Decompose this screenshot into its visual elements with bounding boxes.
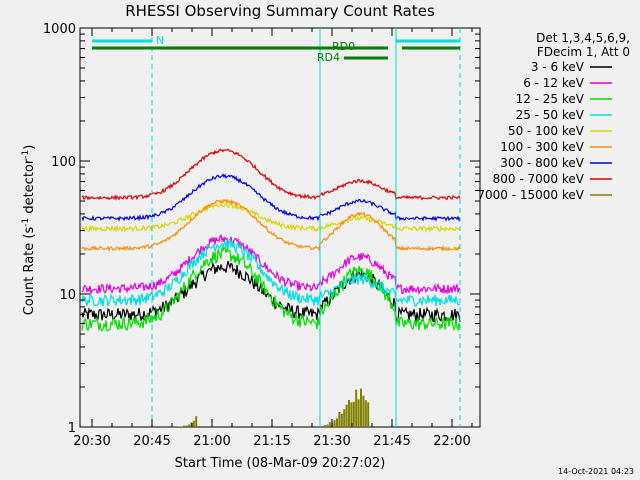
y-axis-label: Count Rate (s-1 detector-1): [21, 145, 37, 316]
high-energy-bar: [348, 399, 350, 427]
chart-title: RHESSI Observing Summary Count Rates: [125, 2, 435, 20]
generation-timestamp: 14-Oct-2021 04:23: [558, 467, 634, 476]
high-energy-bar: [362, 395, 365, 427]
y-axis-label-sup1: -1: [21, 218, 31, 227]
flag-label: N: [156, 34, 164, 47]
legend-label: 100 - 300 keV: [500, 140, 584, 154]
x-tick-label: 21:15: [253, 434, 290, 449]
high-energy-bar: [188, 424, 190, 427]
high-energy-bar: [180, 426, 183, 427]
legend-label: 800 - 7000 keV: [493, 172, 585, 186]
legend-label: 50 - 100 keV: [508, 124, 585, 138]
series-line-5: [81, 198, 461, 252]
y-axis-label-mid: detector: [22, 158, 37, 218]
high-energy-bar: [324, 425, 326, 427]
x-tick-label: 21:00: [193, 434, 230, 449]
series-line-3: [81, 237, 461, 307]
flag-label: RD4: [317, 51, 340, 64]
high-energy-bar: [195, 416, 198, 427]
high-energy-bar: [340, 413, 343, 427]
y-axis-label-end: ): [22, 145, 37, 150]
series-line-4: [81, 200, 461, 233]
y-axis-label-main: Count Rate (s: [22, 227, 37, 316]
high-energy-bar: [333, 420, 336, 427]
y-tick-label: 1000: [43, 22, 76, 37]
high-energy-bar: [367, 402, 370, 427]
legend-label: 12 - 25 keV: [516, 92, 585, 106]
flag-label: RD0: [332, 40, 355, 53]
series-line-2: [81, 246, 461, 332]
legend-label: 3 - 6 keV: [531, 60, 585, 74]
series-line-7: [81, 148, 461, 202]
high-energy-bar: [336, 418, 338, 427]
detector-info-line-2: FDecim 1, Att 0: [537, 45, 630, 59]
legend-label: 7000 - 15000 keV: [477, 188, 584, 202]
x-tick-label: 20:30: [73, 434, 110, 449]
x-tick-label: 21:45: [373, 434, 410, 449]
high-energy-bar: [192, 420, 195, 427]
legend-label: 25 - 50 keV: [516, 108, 585, 122]
x-tick-label: 22:00: [433, 434, 470, 449]
high-energy-bar: [350, 402, 353, 427]
high-energy-bar: [185, 425, 188, 427]
high-energy-bar: [183, 425, 186, 427]
high-energy-bar: [328, 422, 331, 427]
y-tick-label: 100: [51, 155, 76, 170]
x-tick-label: 20:45: [133, 434, 170, 449]
y-tick-label: 1: [68, 421, 76, 436]
y-tick-label: 10: [59, 288, 76, 303]
plot-frame: [79, 27, 481, 428]
high-energy-bar: [190, 422, 193, 427]
x-tick-label: 21:30: [313, 434, 350, 449]
high-energy-bar: [326, 424, 329, 427]
high-energy-bar: [357, 399, 360, 427]
high-energy-bar: [352, 401, 355, 427]
high-energy-bar: [345, 404, 348, 427]
legend-label: 300 - 800 keV: [500, 156, 584, 170]
high-energy-bar: [364, 400, 367, 427]
high-energy-bar: [360, 388, 362, 427]
high-energy-bar: [338, 411, 341, 427]
series-line-1: [81, 233, 461, 296]
detector-info-line-1: Det 1,3,4,5,6,9,: [536, 31, 630, 45]
x-axis-label: Start Time (08-Mar-09 20:27:02): [175, 456, 386, 471]
legend-label: 6 - 12 keV: [523, 76, 585, 90]
high-energy-bar: [355, 389, 358, 427]
series-line-6: [81, 173, 461, 222]
y-axis-label-sup2: -1: [21, 150, 31, 159]
high-energy-bar: [343, 409, 346, 427]
